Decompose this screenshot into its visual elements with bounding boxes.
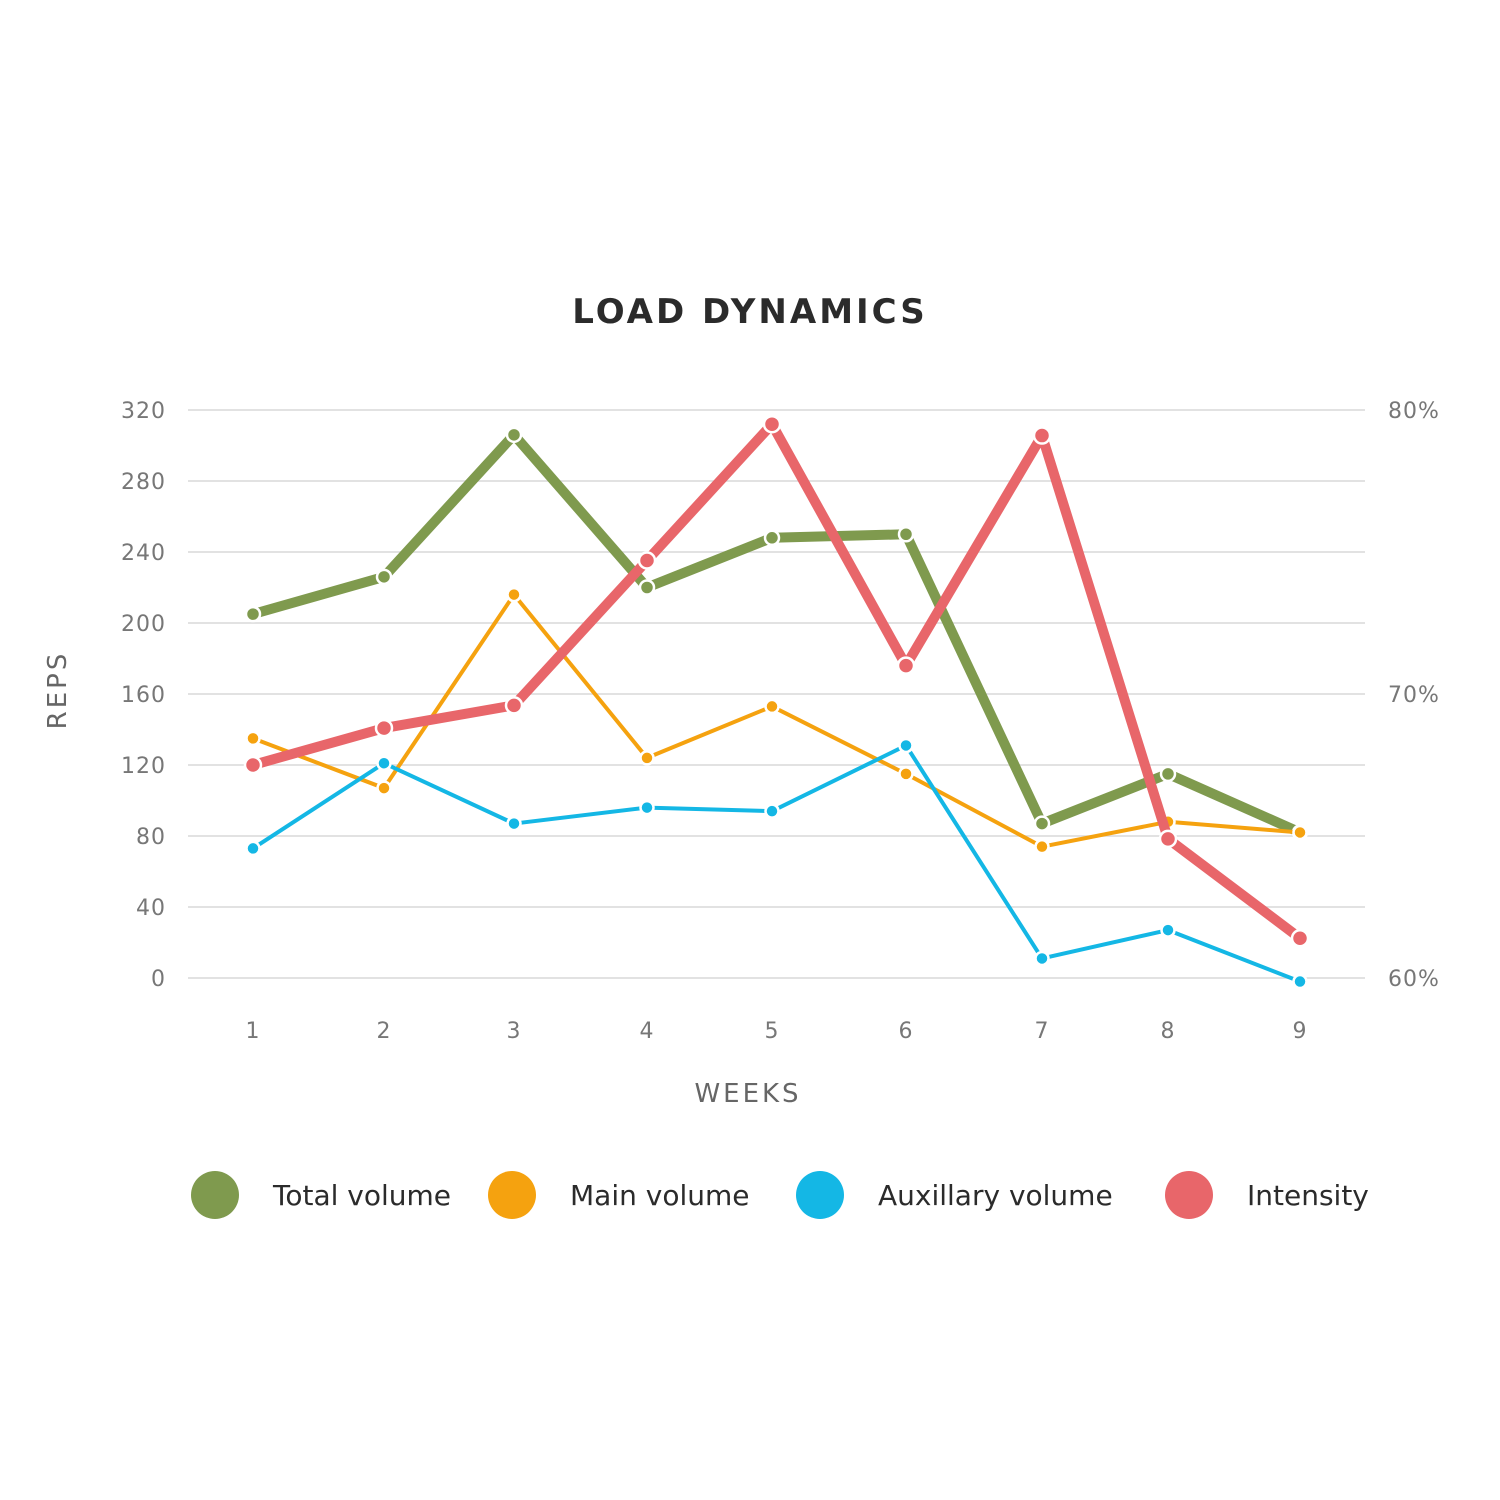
x-axis-ticks: 1 2 3 4 5 6 7 8 9 <box>246 1019 1308 1044</box>
data-point-intensity <box>374 718 394 738</box>
y-axis-label: REPS <box>43 651 73 730</box>
legend-item-intensity: Intensity <box>1165 1171 1369 1219</box>
legend-swatch <box>1165 1171 1213 1219</box>
legend-label: Total volume <box>272 1179 451 1212</box>
data-point-intensity <box>1290 928 1310 948</box>
data-point-auxillary-volume <box>764 803 780 819</box>
legend-item-auxillary-volume: Auxillary volume <box>796 1171 1113 1219</box>
y-tick-label: 40 <box>136 896 166 921</box>
data-point-intensity <box>1158 829 1178 849</box>
data-point-intensity <box>1032 426 1052 445</box>
gridlines <box>188 409 1365 979</box>
data-point-auxillary-volume <box>376 755 392 771</box>
data-point-total-volume <box>897 526 915 543</box>
data-point-main-volume <box>1034 838 1050 855</box>
series-intensity <box>243 414 1310 948</box>
data-point-total-volume <box>638 579 656 596</box>
data-point-auxillary-volume <box>506 815 522 832</box>
x-tick-label: 1 <box>246 1019 261 1044</box>
data-point-main-volume <box>639 750 655 766</box>
y2-tick-label: 60% <box>1388 967 1440 992</box>
data-point-auxillary-volume <box>1034 950 1050 967</box>
y-tick-label: 240 <box>121 541 166 566</box>
series-total-volume <box>244 426 1309 841</box>
y2-tick-label: 70% <box>1388 683 1440 708</box>
legend-item-main-volume: Main volume <box>488 1171 749 1219</box>
x-axis-label: WEEKS <box>694 1079 801 1109</box>
data-point-auxillary-volume <box>898 737 914 754</box>
y-tick-label: 320 <box>121 399 166 424</box>
data-point-intensity <box>762 414 782 434</box>
legend-label: Intensity <box>1247 1179 1369 1212</box>
x-tick-label: 5 <box>765 1019 780 1044</box>
y-tick-label: 280 <box>121 470 166 495</box>
data-point-total-volume <box>1033 815 1051 832</box>
data-point-intensity <box>896 656 916 675</box>
series-auxillary-volume <box>245 737 1308 990</box>
y-axis-ticks: 0 40 80 120 160 200 240 280 320 <box>121 399 166 992</box>
y-tick-label: 200 <box>121 612 166 637</box>
y-tick-label: 120 <box>121 754 166 779</box>
y-tick-label: 160 <box>121 683 166 708</box>
data-point-intensity <box>504 696 524 715</box>
legend-label: Main volume <box>570 1179 749 1212</box>
data-point-auxillary-volume <box>1292 973 1308 990</box>
series-lines <box>243 414 1310 990</box>
y-tick-label: 0 <box>151 967 166 992</box>
x-tick-label: 7 <box>1035 1019 1050 1044</box>
data-point-total-volume <box>375 568 393 586</box>
data-point-main-volume <box>764 698 780 715</box>
legend-label: Auxillary volume <box>878 1179 1113 1212</box>
data-point-total-volume <box>763 529 781 547</box>
x-tick-label: 9 <box>1293 1019 1308 1044</box>
data-point-total-volume <box>1159 765 1177 783</box>
legend-swatch <box>796 1171 844 1219</box>
x-tick-label: 3 <box>507 1019 522 1044</box>
data-point-total-volume <box>505 426 523 444</box>
legend-swatch <box>488 1171 536 1219</box>
x-tick-label: 4 <box>640 1019 655 1044</box>
data-point-total-volume <box>244 605 262 623</box>
data-point-main-volume <box>376 780 392 796</box>
data-point-auxillary-volume <box>245 840 261 857</box>
y-tick-label: 80 <box>136 825 166 850</box>
legend: Total volume Main volume Auxillary volume I… <box>191 1171 1369 1219</box>
legend-item-total-volume: Total volume <box>191 1171 451 1219</box>
data-point-main-volume <box>506 586 522 603</box>
x-tick-label: 6 <box>899 1019 914 1044</box>
legend-swatch <box>191 1171 239 1219</box>
data-point-intensity <box>243 755 263 775</box>
data-point-main-volume <box>1292 824 1308 841</box>
chart-title: LOAD DYNAMICS <box>572 292 928 332</box>
y2-axis-ticks: 60% 70% 80% <box>1388 399 1440 992</box>
data-point-main-volume <box>898 766 914 782</box>
x-tick-label: 2 <box>377 1019 392 1044</box>
data-point-main-volume <box>245 730 261 747</box>
data-point-auxillary-volume <box>639 799 655 816</box>
data-point-intensity <box>637 551 657 570</box>
series-line-intensity <box>248 419 1305 944</box>
data-point-auxillary-volume <box>1160 922 1176 938</box>
y2-tick-label: 80% <box>1388 399 1440 424</box>
x-tick-label: 8 <box>1161 1019 1176 1044</box>
